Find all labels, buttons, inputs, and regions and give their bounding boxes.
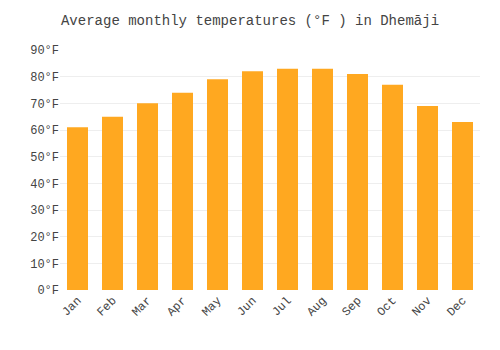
svg-text:Oct: Oct [374,294,399,319]
svg-text:Jun: Jun [234,294,259,319]
svg-text:70°F: 70°F [30,98,59,112]
svg-text:Aug: Aug [304,294,329,319]
svg-text:10°F: 10°F [30,258,59,272]
svg-text:60°F: 60°F [30,124,59,138]
svg-text:30°F: 30°F [30,204,59,218]
svg-text:40°F: 40°F [30,178,59,192]
svg-text:Apr: Apr [164,294,189,319]
svg-text:50°F: 50°F [30,151,59,165]
svg-text:0°F: 0°F [37,284,59,298]
svg-text:Feb: Feb [94,294,119,319]
svg-text:Jan: Jan [59,294,84,319]
svg-text:80°F: 80°F [30,71,59,85]
svg-text:Dec: Dec [444,294,469,319]
svg-text:May: May [199,294,224,319]
svg-text:Mar: Mar [129,294,154,319]
svg-text:Nov: Nov [409,294,434,319]
svg-text:Average monthly temperatures (: Average monthly temperatures (°F ) in Dh… [61,13,439,29]
svg-text:90°F: 90°F [30,44,59,58]
svg-text:20°F: 20°F [30,231,59,245]
svg-text:Sep: Sep [339,294,364,319]
svg-text:Jul: Jul [269,294,294,319]
